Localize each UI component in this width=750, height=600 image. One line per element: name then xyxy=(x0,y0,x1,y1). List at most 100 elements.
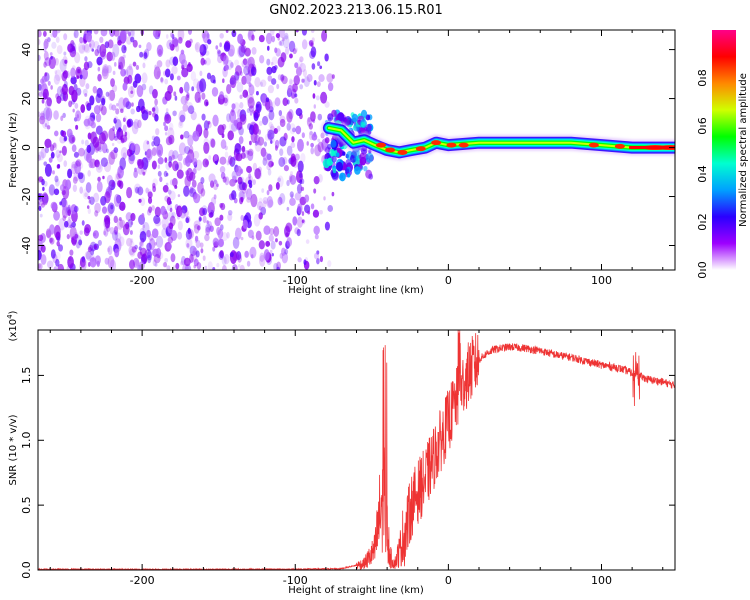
snr-xtick-label: 0 xyxy=(445,574,452,587)
noise-speck xyxy=(219,224,224,231)
noise-speck xyxy=(79,230,83,235)
noise-speck xyxy=(85,250,92,261)
noise-speck xyxy=(165,108,169,113)
noise-speck xyxy=(247,97,255,109)
noise-speck xyxy=(219,250,224,259)
spectrogram-ylabel: Frequency (Hz) xyxy=(8,112,19,188)
noise-speck xyxy=(107,185,112,192)
noise-speck xyxy=(93,105,101,115)
noise-speck xyxy=(118,56,126,70)
noise-speck xyxy=(267,75,273,82)
noise-speck xyxy=(128,153,136,162)
noise-speck xyxy=(210,138,216,148)
transition-speck xyxy=(327,113,334,122)
noise-speck xyxy=(112,230,119,241)
noise-speck xyxy=(88,199,91,204)
noise-speck xyxy=(219,156,227,165)
noise-speck xyxy=(157,48,162,56)
noise-speck xyxy=(129,248,136,257)
noise-speck xyxy=(168,134,175,145)
noise-speck xyxy=(205,223,211,233)
snr-multiplier-close: ) xyxy=(8,310,19,314)
noise-speck xyxy=(93,232,97,237)
noise-speck xyxy=(248,84,255,96)
noise-speck xyxy=(118,180,124,189)
noise-speck xyxy=(219,33,224,39)
noise-speck xyxy=(250,193,258,208)
noise-speck xyxy=(256,141,260,146)
noise-speck xyxy=(239,113,247,125)
noise-speck xyxy=(289,191,294,198)
snr-xtick-label: 100 xyxy=(591,574,612,587)
noise-speck xyxy=(123,115,127,122)
noise-speck xyxy=(63,80,68,89)
noise-speck xyxy=(281,75,288,85)
noise-speck xyxy=(165,161,171,171)
noise-speck xyxy=(163,170,168,178)
transition-speck xyxy=(342,151,346,156)
noise-speck xyxy=(164,257,169,263)
noise-speck xyxy=(270,61,274,66)
noise-speck xyxy=(42,88,49,100)
noise-speck xyxy=(53,224,61,239)
noise-speck xyxy=(167,211,175,222)
noise-speck xyxy=(100,105,107,116)
noise-speck xyxy=(38,83,42,91)
signal-peak xyxy=(415,146,426,152)
noise-speck xyxy=(254,76,261,88)
noise-speck xyxy=(222,78,225,84)
noise-speck xyxy=(245,188,253,201)
noise-speck xyxy=(138,198,142,203)
noise-speck xyxy=(259,252,265,263)
noise-speck xyxy=(292,48,297,55)
noise-speck xyxy=(56,85,64,97)
noise-speck xyxy=(239,197,244,205)
noise-speck xyxy=(190,71,197,82)
noise-speck xyxy=(231,30,237,38)
noise-speck xyxy=(192,130,200,142)
noise-speck xyxy=(172,265,176,270)
noise-speck xyxy=(130,221,134,226)
noise-speck xyxy=(160,77,164,82)
transition-speck xyxy=(324,153,328,158)
noise-speck xyxy=(185,94,190,101)
noise-speck xyxy=(318,74,325,82)
signal-peak xyxy=(376,142,386,148)
transition-speck xyxy=(322,158,331,169)
noise-speck xyxy=(92,230,99,239)
noise-speck xyxy=(61,71,68,82)
noise-speck xyxy=(164,68,171,78)
noise-speck xyxy=(271,253,274,257)
noise-speck xyxy=(238,136,244,145)
noise-speck xyxy=(139,197,146,207)
noise-speck xyxy=(177,220,183,231)
noise-speck xyxy=(164,90,172,101)
noise-speck xyxy=(64,220,69,228)
noise-speck xyxy=(253,111,259,122)
noise-speck xyxy=(229,251,234,258)
noise-speck xyxy=(114,248,120,258)
noise-speck xyxy=(83,43,91,54)
noise-speck xyxy=(137,98,145,111)
noise-speck xyxy=(203,141,210,154)
noise-speck xyxy=(99,36,104,44)
noise-speck xyxy=(168,222,174,230)
noise-speck xyxy=(163,261,168,268)
noise-speck xyxy=(194,41,201,53)
noise-speck xyxy=(166,196,172,206)
noise-speck xyxy=(87,170,91,177)
noise-speck xyxy=(154,262,158,267)
noise-speck xyxy=(317,61,321,67)
noise-speck xyxy=(294,97,299,104)
noise-speck xyxy=(56,44,63,55)
noise-speck xyxy=(205,226,211,236)
noise-speck xyxy=(242,58,248,66)
transition-speck xyxy=(360,109,368,118)
snr-ytick-label: 1.5 xyxy=(20,367,33,385)
noise-speck xyxy=(139,230,147,243)
noise-speck xyxy=(91,48,95,52)
noise-speck xyxy=(139,227,145,236)
noise-speck xyxy=(43,30,47,37)
noise-speck xyxy=(225,30,229,33)
noise-speck xyxy=(52,170,55,175)
